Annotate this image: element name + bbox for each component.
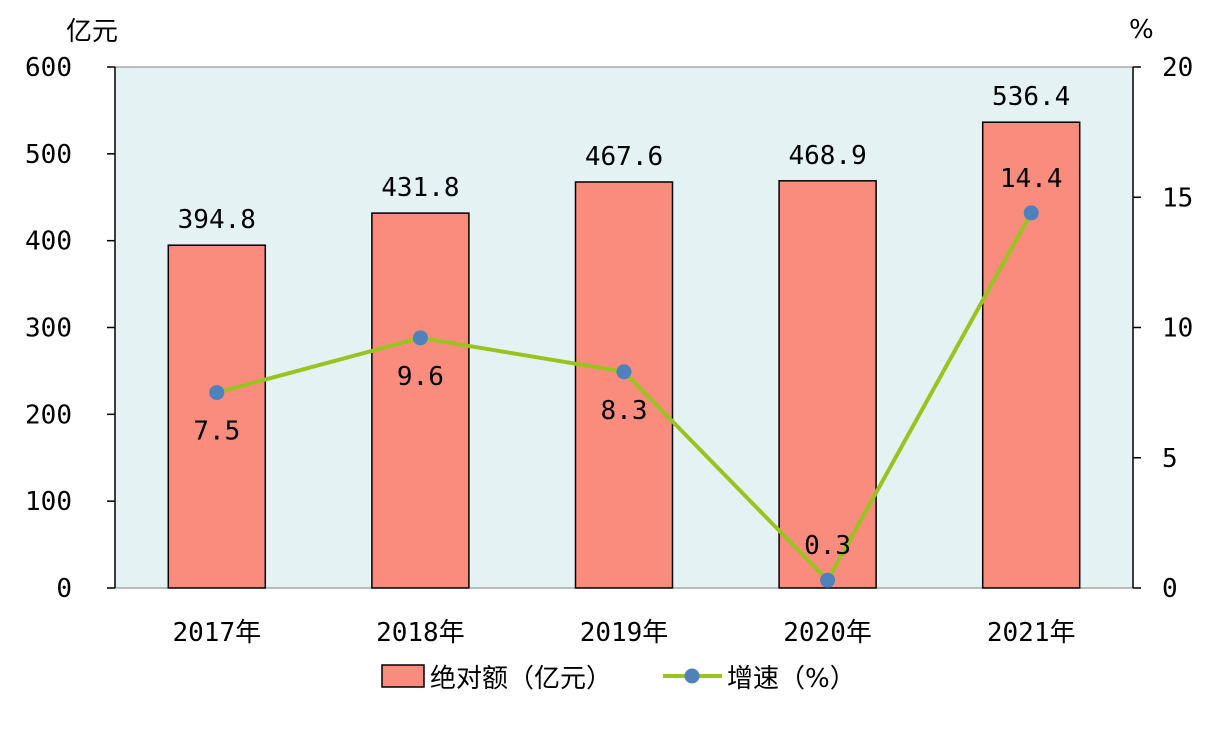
bar-value-label-2: 467.6 <box>585 142 663 172</box>
right-tick-label-2: 10 <box>1162 314 1193 344</box>
bars-group: 394.8 431.8 467.6 468.9 536.4 <box>167 82 1081 589</box>
left-tick-label-3: 300 <box>25 314 72 344</box>
growth-value-label-4: 14.4 <box>1000 164 1063 194</box>
growth-value-label-0: 7.5 <box>193 417 240 447</box>
legend: 绝对额（亿元） 增速（%） <box>381 664 856 694</box>
bar-value-label-4: 536.4 <box>992 82 1070 112</box>
x-tick-label-4: 2021年 <box>987 618 1076 648</box>
left-axis: 0 100 200 300 400 500 600 <box>25 53 116 604</box>
x-tick-label-3: 2020年 <box>783 618 872 648</box>
right-tick-label-0: 0 <box>1162 574 1178 604</box>
x-tick-label-2: 2019年 <box>580 618 669 648</box>
x-axis: 2017年 2018年 2019年 2020年 2021年 <box>172 618 1075 648</box>
bar-value-label-1: 431.8 <box>381 173 459 203</box>
right-axis-unit: % <box>1129 15 1154 45</box>
left-tick-label-4: 400 <box>25 227 72 257</box>
right-tick-label-3: 15 <box>1162 183 1193 213</box>
bar-2 <box>574 181 674 589</box>
bar-value-label-3: 468.9 <box>788 141 866 171</box>
legend-swatch-marker <box>684 668 700 684</box>
legend-label-bar: 绝对额（亿元） <box>430 664 612 694</box>
growth-value-label-3: 0.3 <box>804 531 851 561</box>
legend-swatch-bar <box>381 664 425 688</box>
bar-1 <box>371 212 470 589</box>
growth-marker-3 <box>820 572 836 588</box>
bar-value-label-0: 394.8 <box>178 205 256 235</box>
growth-marker-2 <box>616 364 632 380</box>
x-tick-label-0: 2017年 <box>172 618 261 648</box>
right-axis: 0 5 10 15 20 <box>1132 53 1193 604</box>
left-tick-label-2: 200 <box>25 400 72 430</box>
legend-label-line: 增速（%） <box>727 664 856 694</box>
bar-0 <box>167 244 267 589</box>
x-tick-label-1: 2018年 <box>376 618 465 648</box>
right-tick-label-1: 5 <box>1162 444 1178 474</box>
growth-value-label-1: 9.6 <box>397 362 444 392</box>
left-tick-label-5: 500 <box>25 140 72 170</box>
bar-3 <box>778 180 877 589</box>
left-axis-unit: 亿元 <box>66 17 118 47</box>
left-tick-label-0: 0 <box>56 574 72 604</box>
left-tick-label-6: 600 <box>25 53 72 83</box>
growth-line-group: 7.5 9.6 8.3 0.3 14.4 <box>193 164 1063 588</box>
growth-marker-4 <box>1023 205 1039 221</box>
growth-marker-1 <box>412 330 428 346</box>
bar-4 <box>981 121 1081 589</box>
growth-value-label-2: 8.3 <box>601 396 648 426</box>
growth-marker-0 <box>209 385 225 401</box>
left-tick-label-1: 100 <box>25 487 72 517</box>
right-tick-label-4: 20 <box>1162 53 1193 83</box>
